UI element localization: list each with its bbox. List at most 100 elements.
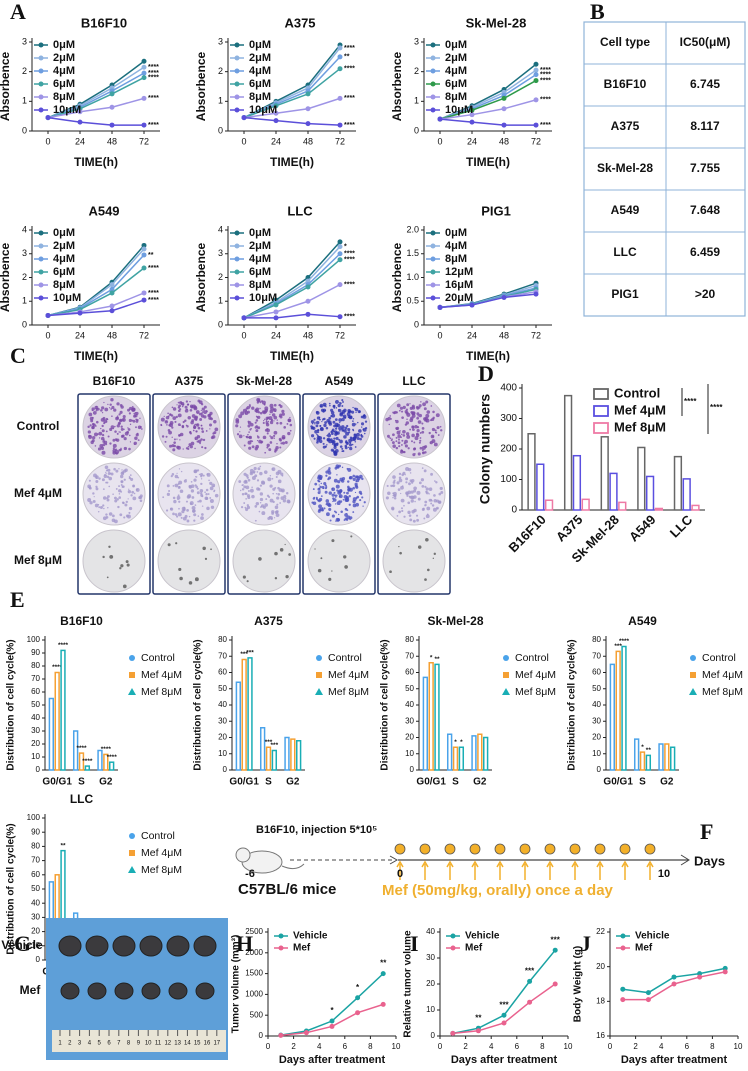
- colony: [90, 440, 94, 445]
- colony: [278, 415, 281, 418]
- bar: [670, 746, 676, 771]
- significance: **: [646, 747, 652, 754]
- colony: [121, 469, 123, 471]
- colony: [257, 467, 261, 471]
- bar: [691, 504, 700, 511]
- colony: [333, 491, 336, 494]
- colony: [275, 471, 280, 476]
- colony: [359, 492, 363, 496]
- colony: [336, 501, 341, 506]
- table-cell: PIG1: [611, 287, 639, 301]
- culture-well: [157, 529, 221, 593]
- colony: [418, 413, 423, 418]
- colony: [433, 552, 436, 556]
- colony: [325, 474, 328, 477]
- colony: [171, 436, 173, 438]
- colony: [417, 545, 422, 549]
- ruler-label: 1: [58, 1041, 62, 1047]
- colony: [406, 435, 411, 439]
- legend-marker: [430, 94, 436, 100]
- colony: [391, 441, 395, 445]
- colony: [136, 432, 139, 435]
- colony: [431, 504, 435, 507]
- colony: [333, 407, 335, 409]
- colony: [269, 420, 274, 425]
- colony: [245, 492, 248, 495]
- colony: [409, 406, 413, 410]
- significance: *: [641, 744, 644, 751]
- column-label: Sk-Mel-28: [236, 374, 292, 388]
- chart-title: A549: [88, 203, 119, 218]
- chart-title: B16F10: [81, 15, 127, 30]
- colony: [247, 490, 250, 493]
- colony: [109, 554, 114, 559]
- ruler-label: 4: [88, 1041, 92, 1047]
- colony: [352, 486, 356, 490]
- y-tick-label: 10: [218, 749, 227, 758]
- colony: [396, 481, 400, 485]
- colony: [173, 499, 177, 504]
- y-tick-label: 0: [414, 319, 419, 329]
- colony: [185, 500, 188, 503]
- colony: [402, 405, 406, 410]
- colony: [421, 445, 426, 450]
- panel-letter: D: [478, 361, 494, 386]
- data-point: [469, 112, 475, 118]
- colony: [337, 403, 341, 408]
- colony: [207, 493, 210, 495]
- series-line: [47, 116, 144, 126]
- colony: [176, 438, 178, 440]
- colony: [273, 437, 275, 439]
- colony: [192, 509, 196, 513]
- colony: [342, 450, 345, 453]
- ruler-label: 10: [145, 1041, 152, 1047]
- y-tick-label: 60: [31, 870, 40, 879]
- colony: [359, 499, 362, 502]
- colony: [419, 431, 422, 434]
- legend-marker: [450, 945, 456, 951]
- colony: [107, 435, 110, 438]
- table-cell: >20: [695, 287, 716, 301]
- dose-arrow: [646, 860, 654, 868]
- colony: [185, 424, 188, 427]
- y-tick-label: 90: [31, 827, 40, 836]
- colony: [195, 423, 200, 427]
- legend-marker: [278, 945, 284, 951]
- colony: [188, 485, 192, 489]
- colony: [130, 494, 133, 497]
- y-tick-label: 3: [22, 36, 27, 46]
- colony: [114, 496, 117, 500]
- legend-marker: [430, 256, 436, 262]
- y-axis-label: Absorbence: [390, 243, 404, 313]
- y-tick-label: 80: [31, 842, 40, 851]
- colony: [254, 519, 257, 522]
- colony: [198, 499, 202, 503]
- colony: [399, 551, 402, 555]
- y-tick-label: 40: [218, 700, 227, 709]
- significance: **: [344, 54, 350, 61]
- colony: [95, 485, 98, 488]
- colony: [401, 450, 404, 452]
- colony: [174, 483, 179, 488]
- colony: [246, 410, 250, 414]
- colony: [190, 480, 193, 483]
- colony: [200, 403, 204, 406]
- data-point: [45, 115, 51, 121]
- y-tick-label: 100: [27, 635, 41, 644]
- y-tick-label: 60: [592, 668, 601, 677]
- colony: [358, 474, 363, 479]
- colony: [251, 406, 255, 410]
- legend-marker: [38, 256, 44, 262]
- colony: [411, 404, 415, 408]
- colony: [424, 500, 428, 504]
- legend-label: Vehicle: [635, 931, 670, 942]
- colony: [286, 423, 289, 425]
- significance: ****: [101, 746, 112, 753]
- colony: [405, 432, 410, 436]
- colony: [249, 488, 254, 493]
- colony: [247, 424, 251, 428]
- y-tick-label: 2.0: [406, 224, 419, 234]
- colony: [98, 437, 101, 439]
- colony: [256, 440, 259, 442]
- colony: [385, 496, 389, 500]
